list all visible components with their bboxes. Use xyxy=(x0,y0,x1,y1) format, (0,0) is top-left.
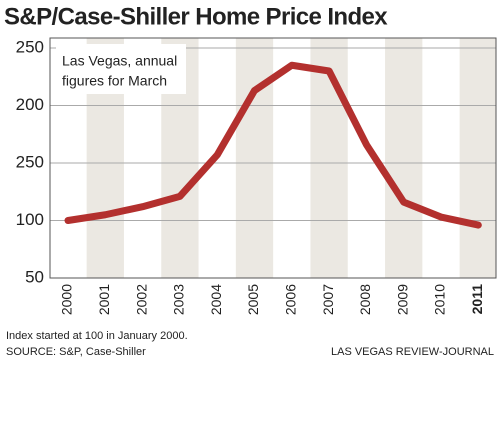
annotation-line: figures for March xyxy=(62,73,167,89)
x-tick-label: 2009 xyxy=(394,284,410,315)
band xyxy=(459,38,496,278)
credit: LAS VEGAS REVIEW-JOURNAL xyxy=(331,346,494,358)
y-tick-label: 200 xyxy=(16,95,44,114)
marks xyxy=(64,61,482,229)
annotation-line: Las Vegas, annual xyxy=(62,53,177,69)
plot-frame xyxy=(49,37,497,279)
x-tick-label: 2001 xyxy=(96,284,112,315)
y-tick-label: 250 xyxy=(16,152,44,171)
source: SOURCE: S&P, Case-Shiller xyxy=(6,346,146,358)
annotation-box xyxy=(56,44,186,94)
note: Index started at 100 in January 2000. xyxy=(6,330,188,342)
band xyxy=(235,38,274,278)
band xyxy=(385,38,423,278)
x-tick-label: 2003 xyxy=(171,284,187,315)
x-tick-label: 2005 xyxy=(245,284,261,315)
x-tick-label: 2006 xyxy=(283,284,299,315)
x-tick-label: 2004 xyxy=(208,284,224,315)
y-tick-label: 100 xyxy=(16,210,44,229)
x-tick-label: 2008 xyxy=(357,284,373,315)
x-tick-label: 2011 xyxy=(469,284,485,315)
x-tick-label: 2010 xyxy=(432,284,448,315)
chart-title: S&P/Case-Shiller Home Price Index xyxy=(4,3,388,30)
y-tick-label: 250 xyxy=(16,37,44,56)
x-tick-label: 2002 xyxy=(133,284,149,315)
annotation: Las Vegas, annual figures for March xyxy=(56,44,186,94)
x-tick-label: 2000 xyxy=(59,284,75,315)
x-tick-label: 2007 xyxy=(320,284,336,315)
y-tick-label: 50 xyxy=(25,267,44,286)
line xyxy=(64,61,482,229)
